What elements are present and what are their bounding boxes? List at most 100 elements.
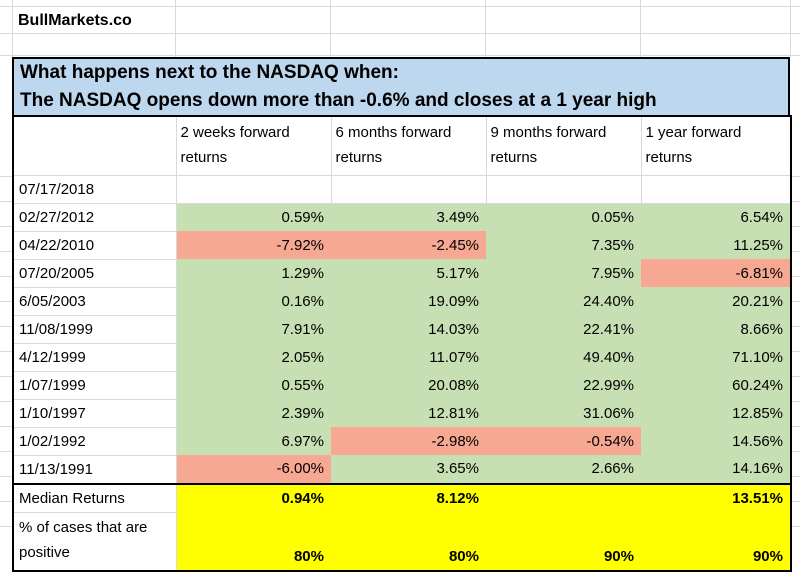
return-cell[interactable]: 7.91%	[176, 315, 331, 343]
gridline	[0, 401, 12, 402]
return-cell[interactable]: 2.66%	[486, 455, 641, 484]
summary-cell[interactable]: 0.94%	[176, 482, 331, 512]
return-cell[interactable]: 71.10%	[641, 343, 791, 371]
return-cell[interactable]: 24.40%	[486, 287, 641, 315]
gridline	[0, 501, 12, 502]
summary-cell[interactable]: 80%	[176, 512, 331, 571]
gridline	[0, 276, 12, 277]
gridline	[0, 201, 12, 202]
brand-cell[interactable]: BullMarkets.co	[18, 12, 132, 29]
row-date[interactable]: 4/12/1999	[13, 343, 177, 372]
summary-cell[interactable]: 80%	[331, 512, 486, 571]
return-cell[interactable]: 2.39%	[176, 399, 331, 427]
return-cell[interactable]: 6.54%	[641, 203, 791, 231]
return-cell[interactable]: 14.56%	[641, 427, 791, 455]
return-cell[interactable]: 31.06%	[486, 399, 641, 427]
return-cell[interactable]: 22.99%	[486, 371, 641, 399]
row-date[interactable]: 11/13/1991	[13, 455, 177, 484]
return-cell[interactable]: 3.49%	[331, 203, 486, 231]
gridline	[790, 326, 800, 327]
row-date[interactable]: 07/20/2005	[13, 259, 177, 288]
percent-positive-row: % of cases that are positive 80% 80% 90% 90%	[13, 512, 791, 572]
gridline	[790, 526, 800, 527]
return-cell[interactable]: 2.05%	[176, 343, 331, 371]
summary-cell[interactable]: 8.12%	[331, 482, 486, 512]
return-cell[interactable]: 14.16%	[641, 455, 791, 484]
return-cell[interactable]: 11.07%	[331, 343, 486, 371]
summary-cell[interactable]: 90%	[486, 512, 641, 571]
summary-cell[interactable]: 90%	[641, 512, 791, 571]
summary-label[interactable]: Median Returns	[13, 482, 177, 513]
return-cell[interactable]: 7.35%	[486, 231, 641, 259]
return-cell[interactable]: 20.08%	[331, 371, 486, 399]
return-cell[interactable]: 0.16%	[176, 287, 331, 315]
gridline	[485, 0, 486, 57]
gridline	[790, 476, 800, 477]
gridline	[790, 401, 800, 402]
gridline	[0, 376, 12, 377]
return-cell[interactable]: 1.29%	[176, 259, 331, 287]
column-header-2[interactable]: 6 months forward returns	[331, 116, 487, 176]
return-cell[interactable]: 20.21%	[641, 287, 791, 315]
gridline	[790, 226, 800, 227]
gridline	[790, 501, 800, 502]
return-cell[interactable]: 22.41%	[486, 315, 641, 343]
return-cell[interactable]: -0.54%	[486, 427, 641, 455]
row-date[interactable]: 04/22/2010	[13, 231, 177, 260]
gridline	[790, 251, 800, 252]
gridline	[0, 251, 12, 252]
row-date[interactable]: 6/05/2003	[13, 287, 177, 316]
summary-cell[interactable]	[486, 482, 641, 512]
return-cell[interactable]	[641, 175, 792, 204]
row-date[interactable]: 07/17/2018	[13, 175, 177, 204]
return-cell[interactable]: -7.92%	[176, 231, 331, 259]
row-date[interactable]: 02/27/2012	[13, 203, 177, 232]
return-cell[interactable]	[331, 175, 487, 204]
median-row: Median Returns 0.94% 8.12% 13.51%	[13, 482, 791, 513]
gridline	[790, 451, 800, 452]
gridline	[790, 426, 800, 427]
gridline	[790, 351, 800, 352]
column-header-1[interactable]: 2 weeks forward returns	[176, 116, 332, 176]
return-cell[interactable]: 7.95%	[486, 259, 641, 287]
gridline	[790, 176, 800, 177]
return-cell[interactable]: 8.66%	[641, 315, 791, 343]
return-cell[interactable]: 5.17%	[331, 259, 486, 287]
table-row: 07/20/2005 1.29% 5.17% 7.95% -6.81%	[13, 259, 791, 288]
return-cell[interactable]: 49.40%	[486, 343, 641, 371]
table-row: 04/22/2010 -7.92% -2.45% 7.35% 11.25%	[13, 231, 791, 260]
return-cell[interactable]	[486, 175, 642, 204]
row-date[interactable]: 1/02/1992	[13, 427, 177, 456]
return-cell[interactable]: 19.09%	[331, 287, 486, 315]
gridline	[0, 6, 800, 7]
column-header-4[interactable]: 1 year forward returns	[641, 116, 792, 176]
return-cell[interactable]: 0.59%	[176, 203, 331, 231]
return-cell[interactable]: 60.24%	[641, 371, 791, 399]
return-cell[interactable]: -6.00%	[176, 455, 331, 484]
return-cell[interactable]: 12.81%	[331, 399, 486, 427]
row-date[interactable]: 1/07/1999	[13, 371, 177, 400]
table-row: 6/05/2003 0.16% 19.09% 24.40% 20.21%	[13, 287, 791, 316]
table-row: 11/13/1991 -6.00% 3.65% 2.66% 14.16%	[13, 455, 791, 484]
return-cell[interactable]	[176, 175, 332, 204]
summary-cell[interactable]: 13.51%	[641, 482, 791, 512]
return-cell[interactable]: -6.81%	[641, 259, 791, 287]
return-cell[interactable]: -2.98%	[331, 427, 486, 455]
return-cell[interactable]: 11.25%	[641, 231, 791, 259]
return-cell[interactable]: 3.65%	[331, 455, 486, 484]
row-date[interactable]: 11/08/1999	[13, 315, 177, 344]
return-cell[interactable]: 6.97%	[176, 427, 331, 455]
column-header-3[interactable]: 9 months forward returns	[486, 116, 642, 176]
header-row: 2 weeks forward returns 6 months forward …	[13, 116, 792, 176]
gridline	[12, 0, 13, 57]
return-cell[interactable]: 0.05%	[486, 203, 641, 231]
return-cell[interactable]: -2.45%	[331, 231, 486, 259]
row-date[interactable]: 1/10/1997	[13, 399, 177, 428]
summary-label[interactable]: % of cases that are positive	[13, 512, 177, 572]
corner-cell[interactable]	[13, 116, 177, 176]
return-cell[interactable]: 12.85%	[641, 399, 791, 427]
return-cell[interactable]: 14.03%	[331, 315, 486, 343]
return-cell[interactable]: 0.55%	[176, 371, 331, 399]
title-block[interactable]: What happens next to the NASDAQ when: Th…	[12, 57, 790, 115]
